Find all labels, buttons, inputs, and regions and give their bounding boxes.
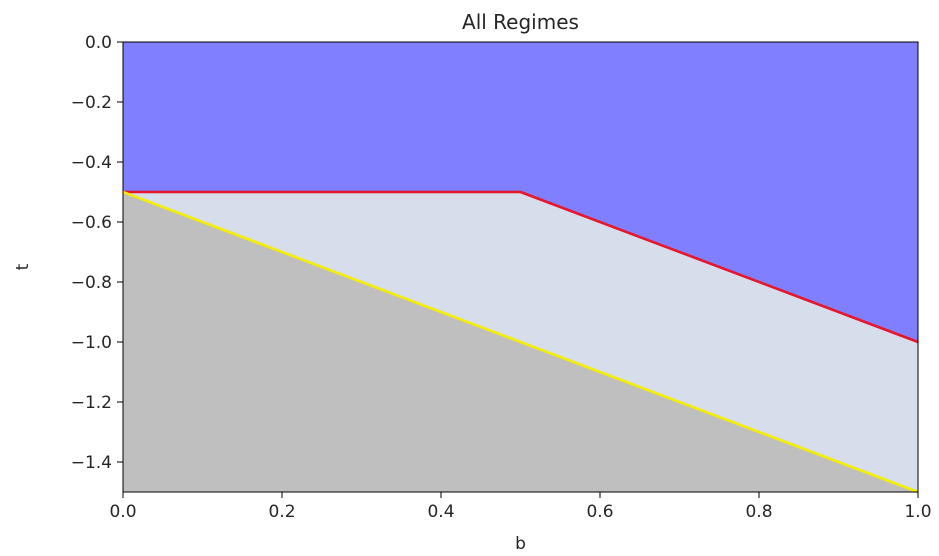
x-tick-label: 0.8 bbox=[745, 502, 772, 522]
y-tick-label: −1.0 bbox=[71, 333, 112, 353]
y-tick-label: −0.4 bbox=[71, 153, 112, 173]
boundary-lines-layer bbox=[122, 190, 919, 494]
x-tick-label: 1.0 bbox=[904, 502, 931, 522]
yellow-boundary-line bbox=[122, 190, 919, 494]
chart-title: All Regimes bbox=[462, 10, 579, 34]
y-tick-label: −0.8 bbox=[71, 273, 112, 293]
x-tick-label: 0.2 bbox=[268, 502, 295, 522]
y-axis-label: t bbox=[13, 263, 33, 270]
y-tick-label: −0.2 bbox=[71, 93, 112, 113]
x-axis-ticks: 0.0 0.2 0.4 0.6 0.8 1.0 bbox=[109, 492, 932, 522]
x-tick-label: 0.6 bbox=[586, 502, 613, 522]
regions-layer bbox=[123, 42, 918, 492]
x-axis-label: b bbox=[515, 534, 526, 554]
red-boundary-line bbox=[123, 190, 919, 344]
y-tick-label: 0.0 bbox=[85, 33, 112, 53]
x-tick-label: 0.0 bbox=[109, 502, 136, 522]
plot-frame bbox=[122, 41, 919, 493]
y-tick-label: −0.6 bbox=[71, 213, 112, 233]
y-tick-label: −1.2 bbox=[71, 393, 112, 413]
x-tick-label: 0.4 bbox=[427, 502, 454, 522]
y-tick-label: −1.4 bbox=[71, 453, 112, 473]
y-axis-ticks: 0.0 −0.2 −0.4 −0.6 −0.8 −1.0 −1.2 −1.4 bbox=[71, 33, 123, 473]
